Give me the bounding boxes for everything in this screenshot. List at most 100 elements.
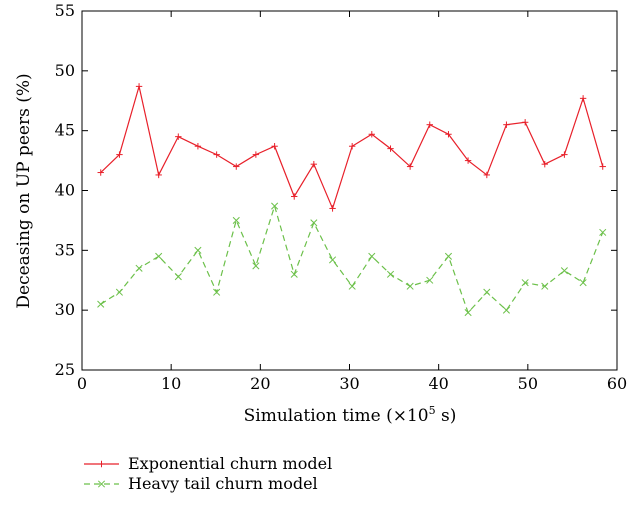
- x-axis-title-unit: s): [436, 406, 457, 426]
- data-point: [271, 143, 278, 150]
- data-point-marker-b: [464, 309, 472, 317]
- data-point-marker-b: [368, 252, 376, 260]
- data-point: [368, 131, 375, 138]
- data-point-marker-b: [483, 288, 491, 296]
- data-point: [97, 300, 105, 308]
- data-point: [194, 246, 202, 254]
- data-point-marker-b: [194, 246, 202, 254]
- data-point: [521, 279, 529, 287]
- x-tick-label: 10: [161, 374, 181, 393]
- data-point-marker-b: [310, 219, 318, 227]
- data-point: [213, 151, 220, 158]
- data-point: [155, 252, 163, 260]
- series-1: [97, 83, 606, 212]
- data-point: [348, 143, 356, 150]
- data-point-marker-b: [115, 288, 124, 296]
- data-point: [561, 151, 568, 158]
- data-point: [521, 119, 529, 126]
- data-point-marker-b: [232, 216, 240, 224]
- data-point: [387, 145, 394, 152]
- y-axis: 25 30 35 40 45 50 55: [55, 1, 617, 379]
- data-point: [579, 95, 587, 102]
- series-layer: [97, 83, 607, 317]
- data-point: [115, 288, 124, 296]
- data-point-marker-b: [155, 252, 163, 260]
- data-point: [599, 228, 607, 236]
- data-point-marker-b: [252, 262, 260, 270]
- data-point: [560, 267, 568, 275]
- legend-label: Heavy tail churn model: [128, 474, 318, 493]
- data-point: [194, 143, 202, 150]
- y-tick-label: 30: [55, 300, 75, 319]
- series-2: [97, 202, 607, 317]
- data-point: [116, 151, 123, 158]
- legend-item: Heavy tail churn model: [84, 474, 318, 493]
- data-point-marker-b: [174, 273, 182, 281]
- x-axis-title-main: Simulation time (×10: [244, 406, 429, 426]
- data-point: [97, 169, 104, 176]
- data-point-marker-b: [521, 279, 529, 287]
- x-axis-title: Simulation time (×105 s): [244, 404, 457, 426]
- data-point: [290, 270, 298, 278]
- data-point: [464, 157, 472, 164]
- data-point: [329, 256, 337, 264]
- data-point: [483, 171, 491, 179]
- x-tick-label: 40: [428, 374, 448, 393]
- data-point: [271, 202, 279, 210]
- data-point-marker-b: [599, 228, 607, 236]
- y-tick-label: 35: [55, 240, 75, 259]
- data-point: [503, 121, 510, 128]
- data-point: [445, 131, 452, 138]
- data-point-marker-b: [541, 282, 549, 290]
- data-point-marker-b: [329, 256, 337, 264]
- x-tick-label: 20: [250, 374, 270, 393]
- data-point: [348, 282, 356, 290]
- data-point: [135, 264, 143, 272]
- y-tick-label: 55: [55, 1, 75, 20]
- plot-border: [81, 10, 618, 371]
- data-point-marker-b: [406, 282, 414, 290]
- data-point-marker-b: [444, 252, 453, 260]
- data-point-marker-b: [386, 270, 395, 278]
- data-point: [175, 133, 182, 140]
- data-point-marker-b: [97, 300, 105, 308]
- data-point: [252, 151, 260, 158]
- data-point-marker-b: [213, 288, 221, 296]
- data-point-marker-b: [290, 270, 298, 278]
- y-axis-title: Deceasing on UP peers (%): [14, 73, 34, 308]
- legend-label: Exponential churn model: [128, 454, 332, 473]
- x-tick-label: 0: [77, 374, 87, 393]
- data-point: [233, 163, 240, 170]
- data-point: [483, 288, 491, 296]
- data-point: [232, 216, 240, 224]
- y-tick-label: 45: [55, 121, 75, 140]
- data-point: [406, 282, 414, 290]
- data-point-marker-b: [579, 279, 587, 287]
- data-point: [291, 193, 298, 200]
- data-point: [368, 252, 376, 260]
- data-point: [541, 282, 549, 290]
- y-tick-label: 40: [55, 181, 75, 200]
- x-tick-label: 50: [518, 374, 538, 393]
- data-point: [579, 279, 587, 287]
- x-axis: 0 10 20 30 40 50 60: [77, 11, 627, 393]
- data-point: [464, 309, 472, 317]
- data-point-marker-b: [426, 276, 434, 284]
- data-point: [386, 270, 395, 278]
- data-point: [213, 288, 221, 296]
- data-point: [599, 163, 606, 170]
- data-point: [310, 160, 318, 168]
- data-point: [310, 219, 318, 227]
- data-point-marker-b: [135, 264, 143, 272]
- x-tick-label: 60: [607, 374, 627, 393]
- plot-area: [81, 10, 618, 371]
- data-point: [426, 121, 433, 128]
- series-line: [100, 203, 604, 314]
- x-tick-label: 30: [339, 374, 359, 393]
- data-point: [406, 163, 414, 170]
- data-point-marker-b: [502, 306, 510, 314]
- y-tick-label: 50: [55, 61, 75, 80]
- data-point: [541, 160, 548, 168]
